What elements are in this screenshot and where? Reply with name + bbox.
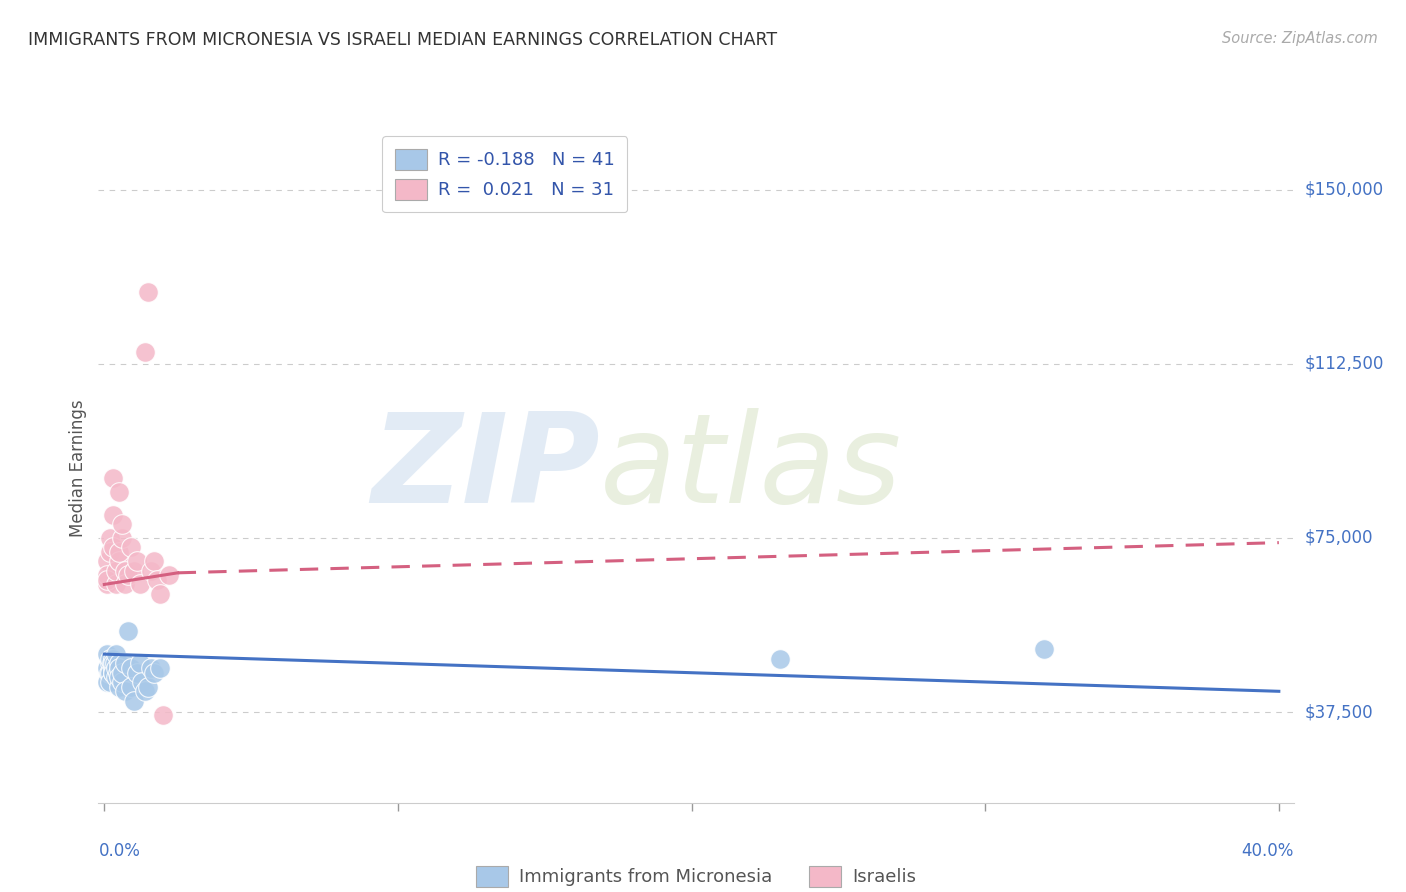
Point: [98, 652, 121, 666]
Point: [120, 541, 142, 555]
Point: [108, 680, 131, 694]
Point: [134, 684, 156, 698]
Text: $150,000: $150,000: [1305, 180, 1384, 199]
Point: [769, 652, 792, 666]
Point: [120, 680, 142, 694]
Y-axis label: Median Earnings: Median Earnings: [69, 400, 87, 537]
Point: [108, 554, 131, 568]
Point: [128, 657, 150, 671]
Point: [131, 675, 153, 690]
Text: $37,500: $37,500: [1305, 703, 1374, 722]
Point: [96, 661, 118, 675]
Point: [134, 345, 156, 359]
Point: [98, 675, 121, 690]
Point: [141, 564, 163, 578]
Point: [114, 684, 136, 698]
Point: [101, 665, 124, 680]
Point: [149, 587, 172, 601]
Point: [1032, 642, 1054, 657]
Point: [114, 577, 136, 591]
Text: IMMIGRANTS FROM MICRONESIA VS ISRAELI MEDIAN EARNINGS CORRELATION CHART: IMMIGRANTS FROM MICRONESIA VS ISRAELI ME…: [28, 31, 778, 49]
Point: [157, 568, 180, 582]
Point: [125, 554, 148, 568]
Point: [105, 564, 128, 578]
Point: [108, 657, 131, 671]
Point: [101, 508, 124, 522]
Point: [101, 541, 124, 555]
Point: [96, 568, 118, 582]
Point: [111, 517, 134, 532]
Point: [125, 665, 148, 680]
Point: [152, 707, 174, 722]
Point: [122, 693, 145, 707]
Point: [101, 665, 124, 680]
Point: [101, 661, 124, 675]
Point: [120, 661, 142, 675]
Text: $75,000: $75,000: [1305, 529, 1374, 547]
Point: [96, 647, 118, 661]
Point: [103, 657, 125, 671]
Point: [149, 661, 172, 675]
Point: [105, 577, 128, 591]
Point: [101, 657, 124, 671]
Point: [96, 573, 118, 587]
Point: [105, 647, 128, 661]
Point: [98, 665, 121, 680]
Point: [108, 484, 131, 499]
Point: [96, 554, 118, 568]
Text: 40.0%: 40.0%: [1241, 842, 1294, 860]
Point: [114, 564, 136, 578]
Legend: Immigrants from Micronesia, Israelis: Immigrants from Micronesia, Israelis: [468, 859, 924, 892]
Point: [111, 675, 134, 690]
Point: [98, 545, 121, 559]
Point: [114, 657, 136, 671]
Point: [117, 568, 139, 582]
Point: [143, 665, 166, 680]
Point: [97, 665, 120, 680]
Text: $112,500: $112,500: [1305, 355, 1384, 373]
Point: [141, 661, 163, 675]
Point: [107, 665, 129, 680]
Point: [101, 470, 124, 484]
Point: [122, 564, 145, 578]
Point: [108, 545, 131, 559]
Text: atlas: atlas: [600, 408, 903, 529]
Point: [117, 624, 139, 638]
Point: [96, 577, 118, 591]
Point: [111, 531, 134, 545]
Point: [96, 675, 118, 690]
Point: [128, 577, 150, 591]
Point: [98, 531, 121, 545]
Point: [105, 661, 128, 675]
Point: [143, 554, 166, 568]
Text: Source: ZipAtlas.com: Source: ZipAtlas.com: [1222, 31, 1378, 46]
Point: [138, 285, 160, 299]
Point: [100, 657, 122, 671]
Point: [108, 670, 131, 684]
Point: [111, 665, 134, 680]
Point: [105, 670, 128, 684]
Point: [101, 652, 124, 666]
Point: [108, 661, 131, 675]
Text: ZIP: ZIP: [371, 408, 600, 529]
Point: [146, 573, 169, 587]
Point: [98, 657, 121, 671]
Text: 0.0%: 0.0%: [98, 842, 141, 860]
Point: [138, 680, 160, 694]
